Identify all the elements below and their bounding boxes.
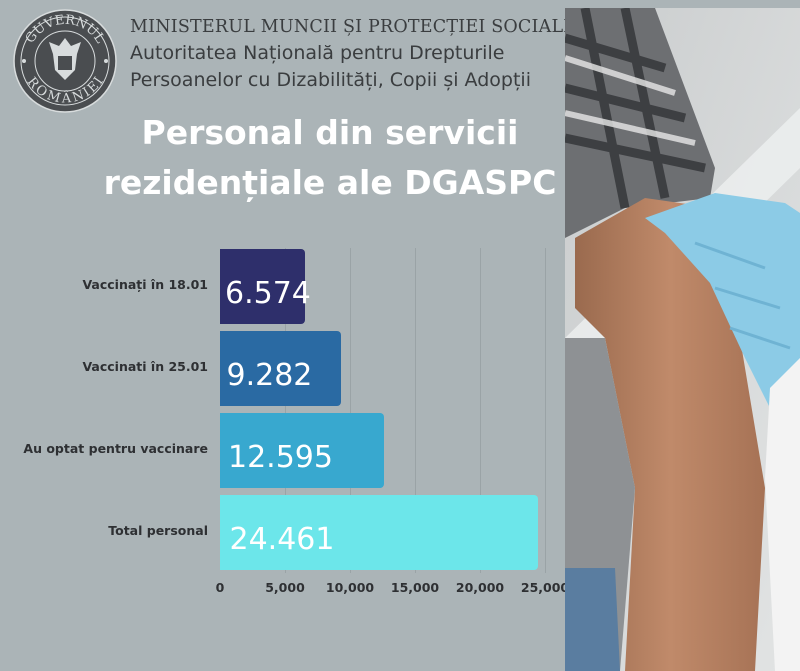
category-label: Au optat pentru vaccinare xyxy=(23,441,208,456)
ministry-name: MINISTERUL MUNCII ȘI PROTECȚIEI SOCIALE xyxy=(130,17,577,37)
authority-name-line1: Autoritatea Națională pentru Drepturile xyxy=(130,42,505,64)
data-label: 24.461 xyxy=(229,522,335,557)
data-label: 12.595 xyxy=(228,440,333,475)
government-seal-logo: GUVERNUL ROMÂNIEI xyxy=(13,9,117,113)
x-tick-label: 0 xyxy=(215,580,225,595)
gridline xyxy=(285,248,286,573)
x-tick-label: 5,000 xyxy=(265,580,305,595)
title-line1: Personal din servicii xyxy=(141,113,519,152)
authority-name-line2: Persoanelor cu Dizabilități, Copii și Ad… xyxy=(130,69,531,91)
gridline xyxy=(480,248,481,573)
x-tick-label: 25,000 xyxy=(520,580,570,595)
bar xyxy=(220,249,306,324)
category-label: Vaccinați în 18.01 xyxy=(82,277,208,292)
chart-title: Personal din servicii rezidențiale ale D… xyxy=(100,108,560,208)
gridline xyxy=(545,248,546,573)
vaccination-photo xyxy=(565,8,800,671)
data-label: 6.574 xyxy=(225,276,311,311)
category-label: Total personal xyxy=(108,523,208,538)
bar xyxy=(220,495,538,570)
x-tick-label: 10,000 xyxy=(325,580,375,595)
gridline xyxy=(415,248,416,573)
title-line2: rezidențiale ale DGASPC xyxy=(103,163,557,202)
gridline xyxy=(350,248,351,573)
bar xyxy=(220,331,341,406)
bar xyxy=(220,413,384,488)
x-tick-label: 15,000 xyxy=(390,580,440,595)
data-label: 9.282 xyxy=(226,358,313,393)
category-label: Vaccinati în 25.01 xyxy=(82,359,208,374)
x-tick-label: 20,000 xyxy=(455,580,505,595)
